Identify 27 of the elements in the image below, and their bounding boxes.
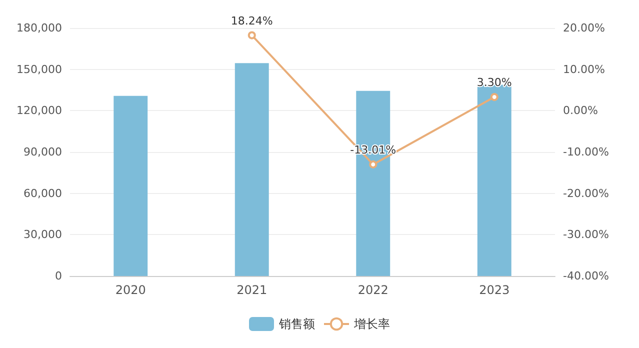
bar — [477, 84, 512, 276]
x-tick-label: 2023 — [479, 283, 510, 297]
y2-tick-label: 0.00% — [563, 104, 598, 118]
legend-label: 销售额 — [278, 317, 315, 331]
y-tick-label: 90,000 — [24, 146, 62, 158]
point — [369, 160, 378, 168]
point — [490, 93, 498, 102]
y-tick-label: 60,000 — [24, 186, 62, 200]
y-tick-label: 150,000 — [16, 62, 62, 76]
y-tick-label: 120,000 — [16, 104, 62, 118]
y2-tick-label: -10.00% — [563, 146, 609, 158]
bar — [234, 63, 269, 276]
y-tick-label: 0 — [55, 270, 62, 282]
legend-label: 增长率 — [353, 317, 390, 331]
y-tick-label: 180,000 — [16, 22, 62, 34]
y2-tick-label: -30.00% — [563, 228, 609, 242]
y-tick-label: 30,000 — [24, 228, 62, 242]
y2-tick-label: -40.00% — [563, 270, 609, 282]
y2-tick-label: 20.00% — [563, 22, 605, 34]
y2-tick-label: -20.00% — [563, 186, 609, 200]
x-tick-label: 2022 — [358, 283, 388, 297]
y2-tick-label: 10.00% — [563, 62, 605, 76]
data-label: 18.24% — [230, 14, 273, 28]
x-tick-label: 2020 — [115, 283, 146, 297]
point — [248, 31, 256, 40]
bar — [114, 96, 148, 276]
x-tick-label: 2021 — [236, 283, 268, 297]
